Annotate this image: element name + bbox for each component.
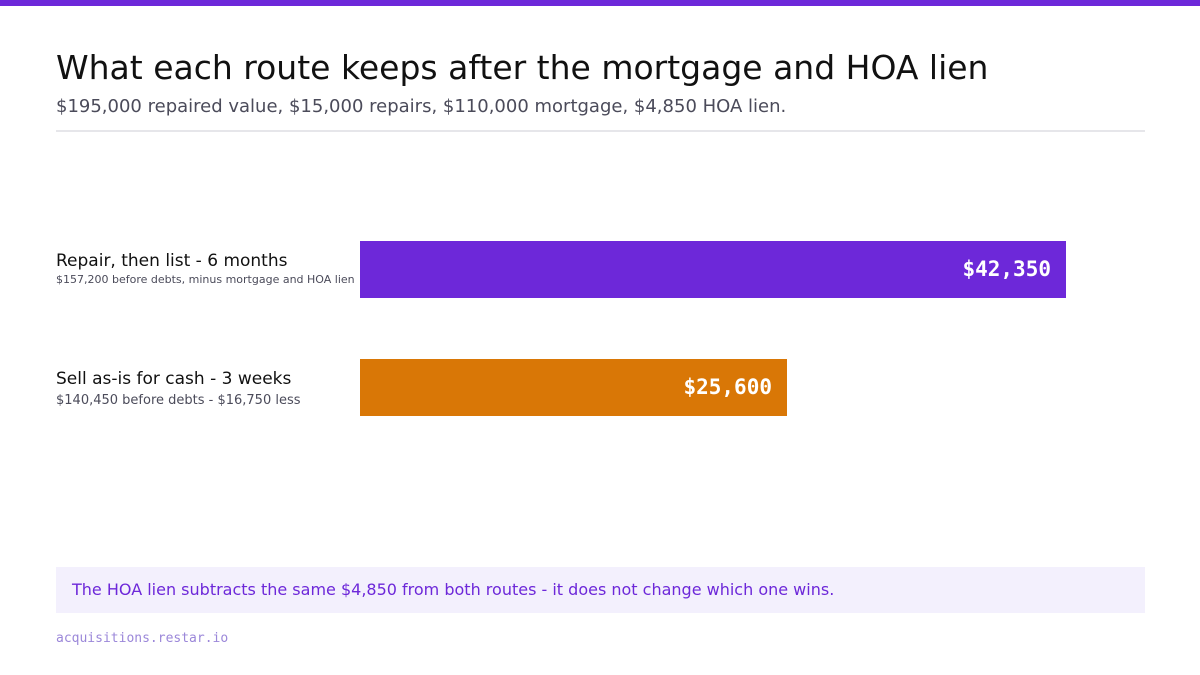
chart-title: What each route keeps after the mortgage… [56, 48, 989, 87]
header-divider [56, 130, 1145, 132]
category-note: $140,450 before debts - $16,750 less [56, 393, 301, 408]
top-accent-stripe [0, 0, 1200, 6]
category-label: Sell as-is for cash - 3 weeks [56, 369, 292, 389]
chart-subtitle: $195,000 repaired value, $15,000 repairs… [56, 96, 787, 117]
category-label: Repair, then list - 6 months [56, 251, 288, 271]
bar: $42,350 [360, 241, 1066, 298]
bar-row: Sell as-is for cash - 3 weeks $140,450 be… [0, 359, 1200, 417]
callout-text: The HOA lien subtracts the same $4,850 f… [72, 580, 835, 599]
callout-box: The HOA lien subtracts the same $4,850 f… [56, 567, 1145, 613]
bar: $25,600 [360, 359, 787, 416]
category-note: $157,200 before debts, minus mortgage an… [56, 273, 355, 286]
bar-value-label: $42,350 [962, 257, 1051, 281]
bar-row: Repair, then list - 6 months $157,200 bef… [0, 241, 1200, 299]
bar-value-label: $25,600 [683, 375, 772, 399]
footer-url: acquisitions.restar.io [56, 631, 229, 646]
